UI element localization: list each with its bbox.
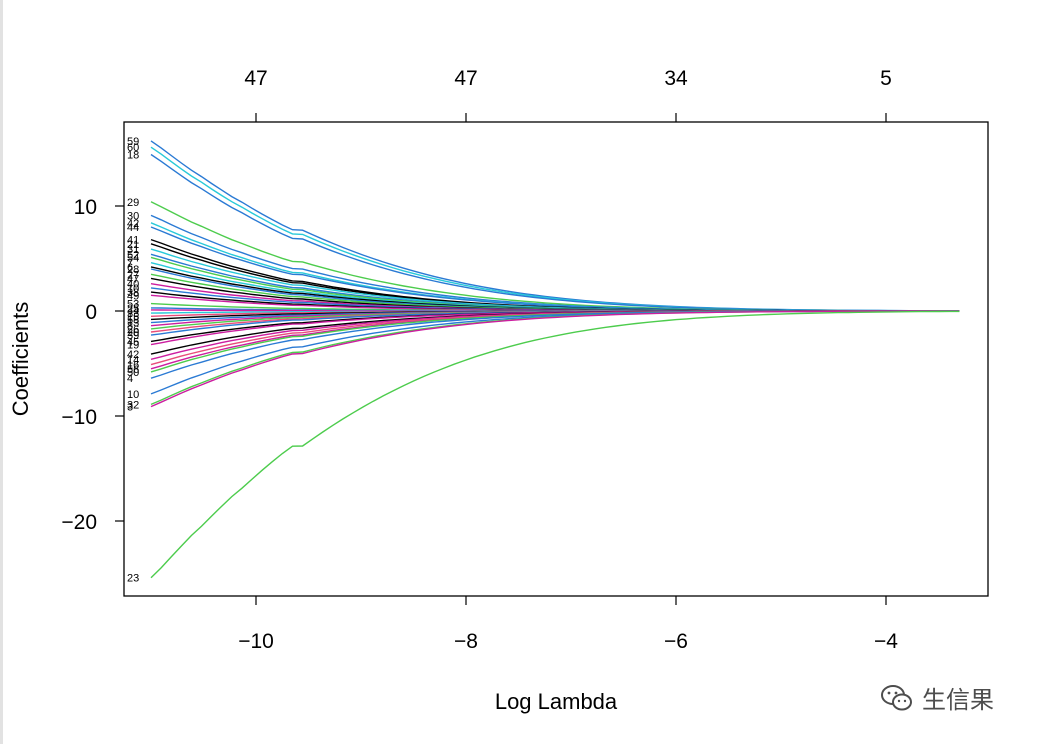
series-line-3 — [150, 310, 960, 408]
series-label-42: 42 — [127, 218, 139, 230]
series-label-28: 28 — [127, 264, 139, 276]
series-label-20: 20 — [127, 327, 139, 339]
series-label-44: 44 — [127, 222, 139, 234]
series-labels: 5960182930424441213152547628274740103849… — [127, 136, 139, 585]
series-label-42: 42 — [127, 349, 139, 361]
series-label-54: 54 — [127, 252, 139, 264]
series-label-3: 3 — [127, 402, 133, 414]
series-label-40: 40 — [127, 279, 139, 291]
series-label-6: 6 — [127, 262, 133, 274]
series-label-26: 26 — [127, 324, 139, 336]
series-label-21: 21 — [127, 239, 139, 251]
series-label-33: 33 — [127, 308, 139, 320]
series-label-41: 41 — [127, 235, 139, 247]
series-label-16: 16 — [127, 360, 139, 372]
watermark-text: 生信果 — [922, 686, 994, 714]
series-label-7: 7 — [127, 258, 133, 270]
series-label-8: 8 — [127, 321, 133, 333]
window-edge — [0, 0, 3, 744]
y-axis-title: Coefficients — [8, 302, 33, 417]
series-label-14: 14 — [127, 354, 139, 366]
series-label-38: 38 — [127, 287, 139, 299]
wechat-icon — [881, 684, 912, 710]
series-label-15: 15 — [127, 311, 139, 323]
x-axis-title: Log Lambda — [495, 689, 618, 714]
y-tick-label: 10 — [74, 196, 97, 219]
series-line-10 — [150, 310, 960, 395]
series-label-4: 4 — [127, 373, 133, 385]
series-line-18 — [150, 153, 960, 312]
top-tick-label: 34 — [664, 67, 688, 90]
series-line-31 — [150, 248, 960, 312]
y-tick-label: 0 — [85, 301, 97, 324]
series-label-18: 18 — [127, 150, 139, 162]
series-label-60: 60 — [127, 142, 139, 154]
top-tick-label: 47 — [454, 67, 477, 90]
x-axis: −10 −8 −6 −4 — [238, 596, 898, 653]
series-label-56: 56 — [127, 364, 139, 376]
series-label-25: 25 — [127, 303, 139, 315]
series-label-53: 53 — [127, 299, 139, 311]
series-label-23: 23 — [127, 573, 139, 585]
watermark: 生信果 — [880, 680, 994, 715]
series-label-59: 59 — [127, 136, 139, 148]
series-label-13: 13 — [127, 318, 139, 330]
x-tick-label: −10 — [238, 630, 274, 653]
series-label-58: 58 — [127, 314, 139, 326]
series-label-31: 31 — [127, 244, 139, 256]
series-label-10: 10 — [127, 389, 139, 401]
series-line-23 — [150, 310, 960, 579]
y-tick-label: −20 — [61, 511, 97, 534]
series-label-29: 29 — [127, 197, 139, 209]
top-axis: 47 47 34 5 — [244, 67, 892, 122]
series-label-30: 30 — [127, 210, 139, 222]
series-label-45: 45 — [127, 336, 139, 348]
series-lines — [150, 140, 960, 579]
series-label-34: 34 — [127, 305, 139, 317]
y-axis: 10 0 −10 −20 — [61, 196, 124, 534]
plot-frame — [123, 121, 989, 597]
x-tick-label: −8 — [454, 630, 478, 653]
series-label-49: 49 — [127, 290, 139, 302]
series-label-19: 19 — [127, 340, 139, 352]
series-label-39: 39 — [127, 330, 139, 342]
y-tick-label: −10 — [61, 406, 97, 429]
top-tick-label: 5 — [880, 67, 892, 90]
top-tick-label: 47 — [244, 67, 267, 90]
series-label-32: 32 — [127, 399, 139, 411]
series-label-10: 10 — [127, 283, 139, 295]
series-label-27: 27 — [127, 269, 139, 281]
x-tick-label: −4 — [874, 630, 898, 653]
series-label-47: 47 — [127, 273, 139, 285]
x-tick-label: −6 — [664, 630, 688, 653]
series-label-52: 52 — [127, 249, 139, 261]
series-label-50: 50 — [127, 367, 139, 379]
